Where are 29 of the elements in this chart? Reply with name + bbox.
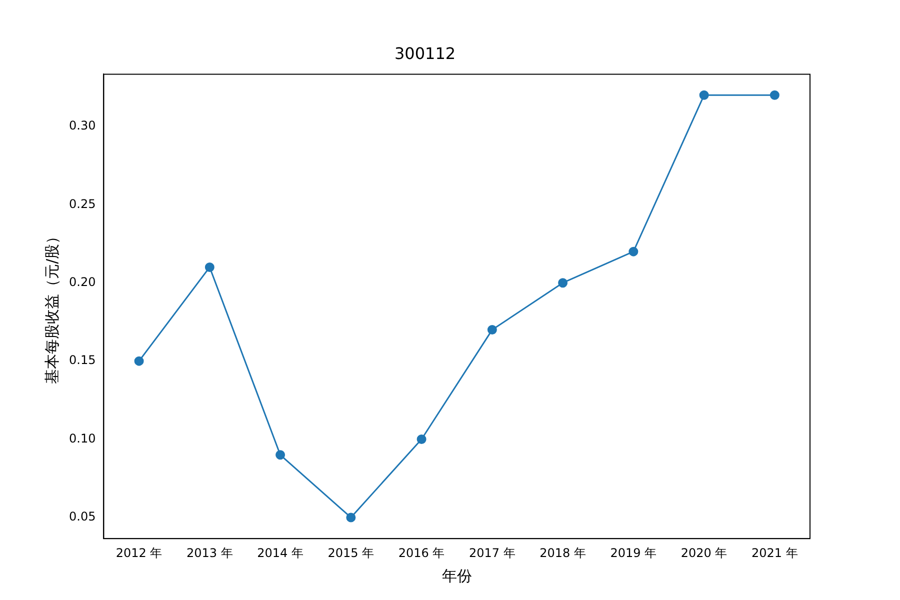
- x-tick-label: 2019 年: [610, 546, 657, 560]
- x-tick-label: 2014 年: [257, 546, 304, 560]
- x-axis-title: 年份: [442, 566, 472, 585]
- point: [628, 246, 638, 256]
- point: [204, 262, 214, 272]
- y-tick-label: 0.15: [69, 353, 96, 368]
- point: [416, 434, 426, 444]
- x-tick-label: 2021 年: [752, 546, 798, 560]
- x-tick-label: 2018 年: [540, 546, 586, 560]
- x-tick-label: 2020 年: [680, 546, 728, 560]
- x-tick-label: 2015 年: [328, 546, 374, 560]
- chart-title: 300112: [394, 44, 456, 63]
- point: [487, 325, 497, 335]
- point: [699, 90, 709, 100]
- point: [276, 450, 286, 460]
- y-tick-label: 0.05: [69, 510, 96, 524]
- x-tick-label: 2013 年: [186, 546, 233, 560]
- point: [770, 90, 780, 100]
- y-tick-label: 0.10: [69, 431, 96, 446]
- point: [134, 356, 144, 366]
- point: [558, 278, 568, 288]
- x-tick-label: 2012 年: [116, 546, 162, 560]
- point: [346, 512, 356, 522]
- y-tick-label: 0.25: [69, 196, 96, 211]
- x-tick-label: 2016 年: [398, 546, 445, 560]
- y-tick-label: 0.30: [69, 118, 96, 133]
- x-tick-label: 2017 年: [468, 546, 516, 560]
- y-axis-title: 基本每股收益（元/股）: [42, 228, 61, 384]
- y-tick-label: 0.20: [69, 274, 96, 289]
